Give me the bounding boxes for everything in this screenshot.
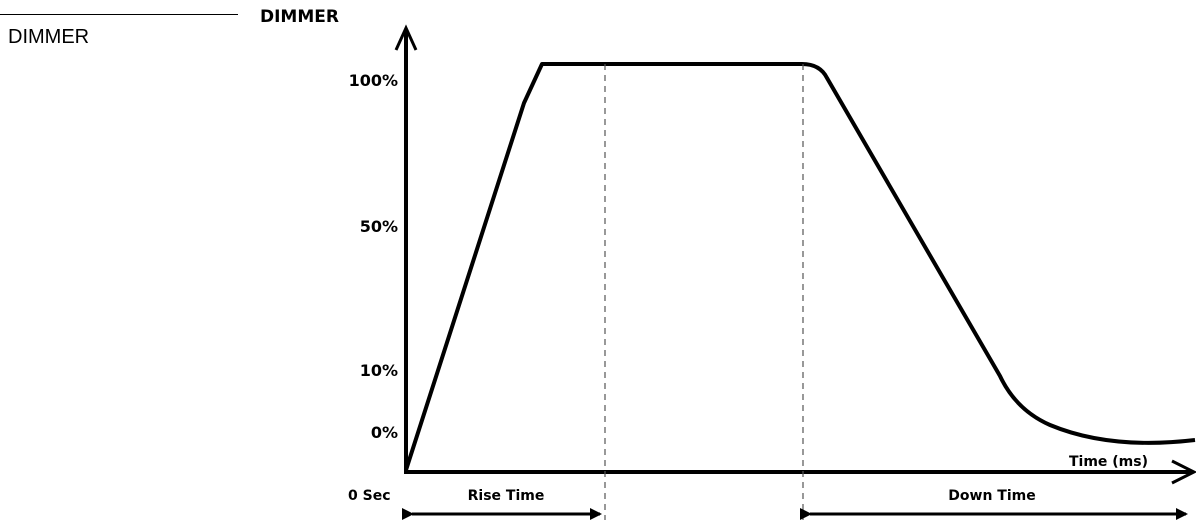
y-tick-100: 100% (349, 71, 398, 90)
y-axis-title: DIMMER (260, 7, 339, 27)
origin-label: 0 Sec (348, 488, 391, 504)
dimmer-curve (404, 62, 1196, 471)
y-tick-0: 0% (371, 423, 398, 442)
y-tick-10: 10% (360, 361, 398, 380)
x-axis-arrowhead (1171, 459, 1196, 485)
rise-time-label: Rise Time (468, 488, 545, 504)
top-rule (0, 14, 238, 15)
x-axis-title: Time (ms) (1069, 454, 1148, 470)
down-time-label: Down Time (948, 488, 1035, 504)
side-label: DIMMER (8, 26, 90, 48)
y-tick-50: 50% (360, 217, 398, 236)
y-axis-arrowhead (394, 24, 418, 51)
